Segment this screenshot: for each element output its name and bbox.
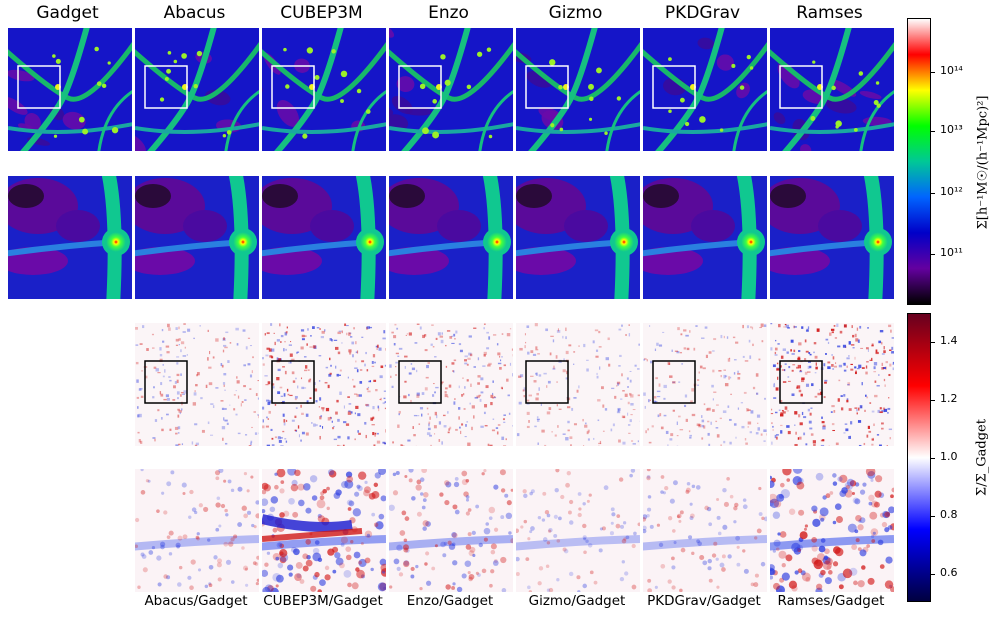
zoomed-ratio-map-panel	[389, 469, 513, 592]
ratio-label-gizmo: Gizmo/Gadget	[528, 593, 626, 609]
ratio-colorbar	[907, 313, 931, 602]
zoomed-ratio-map-panel	[643, 469, 767, 592]
ratio-label-enzo: Enzo/Gadget	[406, 593, 494, 609]
density-map-panel	[516, 28, 640, 151]
zoomed-density-map-panel	[8, 176, 132, 299]
zoomed-density-map-panel	[516, 176, 640, 299]
ratio-tick-1.4: 1.4	[940, 334, 958, 347]
ratio-map-panel	[770, 323, 894, 446]
zoomed-density-map-panel	[389, 176, 513, 299]
column-title-cubep3m: CUBEP3M	[280, 3, 363, 23]
ratio-map-panel	[643, 323, 767, 446]
ratio-map-panel	[389, 323, 513, 446]
ratio-tick-1.0: 1.0	[940, 450, 958, 463]
zoomed-ratio-map-panel	[516, 469, 640, 592]
ratio-colorbar-label: Σ/Σ_Gadget	[974, 419, 990, 496]
column-title-gadget: Gadget	[36, 3, 99, 23]
zoomed-density-map-panel	[135, 176, 259, 299]
column-title-enzo: Enzo	[428, 3, 469, 23]
ratio-label-abacus: Abacus/Gadget	[144, 593, 248, 609]
column-title-ramses: Ramses	[796, 3, 863, 23]
ratio-tick-1.2: 1.2	[940, 392, 958, 405]
ratio-map-panel	[262, 323, 386, 446]
zoomed-density-map-panel	[262, 176, 386, 299]
density-map-panel	[262, 28, 386, 151]
ratio-label-pkdgrav: PKDGrav/Gadget	[647, 593, 761, 609]
zoomed-ratio-map-panel	[135, 469, 259, 592]
density-colorbar	[907, 18, 931, 305]
ratio-map-panel	[516, 323, 640, 446]
zoomed-density-map-panel	[770, 176, 894, 299]
zoomed-ratio-map-panel	[262, 469, 386, 592]
column-title-pkdgrav: PKDGrav	[664, 3, 741, 23]
zoomed-density-map-panel	[643, 176, 767, 299]
density-tick-1e11: 10¹¹	[940, 246, 963, 259]
zoomed-ratio-map-panel	[770, 469, 894, 592]
density-map-panel	[643, 28, 767, 151]
density-tick-1e14: 10¹⁴	[940, 64, 963, 77]
density-map-panel	[770, 28, 894, 151]
ratio-tick-0.6: 0.6	[940, 566, 958, 579]
ratio-label-cubep3m: CUBEP3M/Gadget	[263, 593, 383, 609]
density-map-panel	[135, 28, 259, 151]
ratio-label-ramses: Ramses/Gadget	[777, 593, 885, 609]
column-title-gizmo: Gizmo	[548, 3, 603, 23]
ratio-tick-0.8: 0.8	[940, 508, 958, 521]
ratio-map-panel	[135, 323, 259, 446]
density-tick-1e12: 10¹²	[940, 185, 963, 198]
density-colorbar-label: Σ[h⁻¹M☉/(h⁻¹Mpc)²]	[975, 95, 991, 230]
density-map-panel	[8, 28, 132, 151]
column-title-abacus: Abacus	[163, 3, 226, 23]
density-tick-1e13: 10¹³	[940, 123, 963, 136]
density-map-panel	[389, 28, 513, 151]
